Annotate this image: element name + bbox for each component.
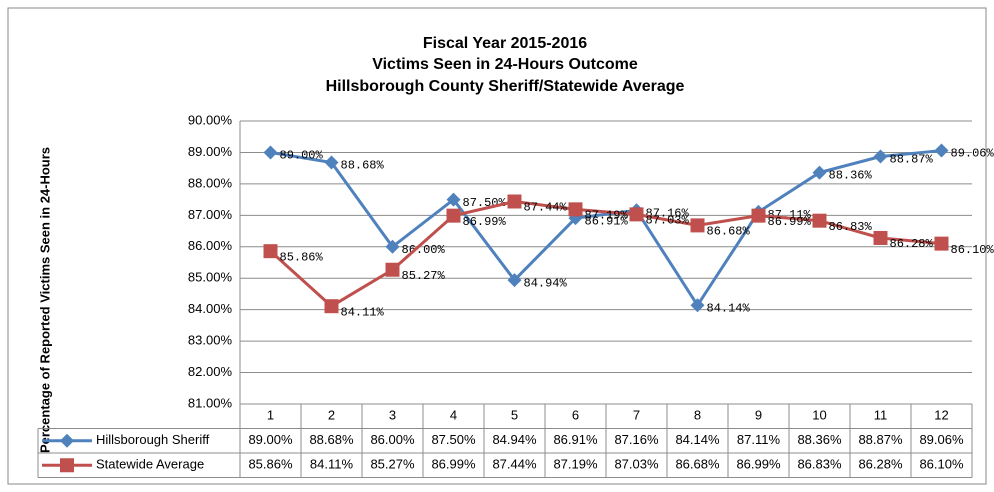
y-tick-label: 90.00%: [188, 112, 233, 127]
chart-title: Fiscal Year 2015-2016: [423, 35, 587, 52]
table-cell: 87.03%: [614, 457, 659, 472]
table-cell: 84.14%: [675, 432, 720, 447]
x-tick-label: 3: [389, 408, 396, 423]
table-cell: 86.99%: [736, 457, 781, 472]
y-tick-label: 81.00%: [188, 395, 233, 410]
x-tick-label: 1: [267, 408, 274, 423]
marker: [934, 236, 949, 251]
marker: [507, 194, 522, 209]
chart-border: [7, 7, 987, 485]
marker: [934, 143, 949, 158]
marker: [385, 262, 400, 277]
data-label: 86.10%: [951, 243, 994, 257]
data-label: 84.11%: [341, 305, 385, 319]
data-label: 86.28%: [890, 237, 934, 251]
marker: [324, 299, 339, 314]
table-cell: 87.16%: [614, 432, 659, 447]
table-cell: 87.19%: [553, 457, 598, 472]
x-tick-label: 9: [755, 408, 762, 423]
table-cell: 86.83%: [797, 457, 842, 472]
y-tick-label: 87.00%: [188, 207, 233, 222]
table-cell: 87.44%: [492, 457, 537, 472]
data-label: 84.14%: [707, 301, 751, 315]
data-label: 88.68%: [341, 159, 385, 173]
table-cell: 86.28%: [858, 457, 903, 472]
legend-label: Statewide Average: [96, 457, 204, 472]
x-tick-label: 6: [572, 408, 579, 423]
table-cell: 85.86%: [248, 457, 293, 472]
x-tick-label: 2: [328, 408, 335, 423]
table-cell: 86.68%: [675, 457, 720, 472]
table-cell: 86.10%: [919, 457, 964, 472]
x-tick-label: 7: [633, 408, 640, 423]
data-label: 87.19%: [585, 209, 629, 223]
table-cell: 86.99%: [431, 457, 476, 472]
x-tick-label: 5: [511, 408, 518, 423]
data-label: 89.06%: [951, 147, 994, 161]
marker: [263, 145, 278, 160]
marker: [751, 208, 766, 223]
series-line: [270, 149, 942, 309]
marker: [690, 298, 705, 313]
y-tick-label: 85.00%: [188, 270, 233, 285]
y-tick-label: 84.00%: [188, 301, 233, 316]
table-cell: 86.91%: [553, 432, 598, 447]
table-cell: 88.87%: [858, 432, 903, 447]
legend-label: Hillsborough Sheriff: [96, 432, 210, 447]
data-label: 86.83%: [829, 220, 873, 234]
marker: [507, 273, 522, 288]
x-tick-label: 10: [812, 408, 826, 423]
data-label: 85.86%: [280, 250, 324, 264]
data-label: 86.91%: [585, 214, 629, 228]
x-tick-label: 11: [874, 408, 888, 423]
marker: [568, 202, 583, 217]
data-label: 88.87%: [890, 153, 934, 167]
table-cell: 87.11%: [737, 432, 781, 447]
y-tick-label: 82.00%: [188, 364, 233, 379]
marker: [446, 192, 461, 207]
marker: [629, 207, 644, 222]
data-label: 89.00%: [280, 149, 324, 163]
marker: [385, 239, 400, 254]
series-line: [269, 199, 942, 309]
marker: [812, 213, 827, 228]
chart-title: Hillsborough County Sheriff/Statewide Av…: [326, 78, 685, 95]
marker: [873, 149, 888, 164]
data-label: 85.27%: [402, 269, 446, 283]
table-cell: 88.68%: [309, 432, 354, 447]
marker: [690, 218, 705, 233]
data-label: 84.94%: [524, 276, 568, 290]
marker: [812, 165, 827, 180]
x-tick-label: 4: [450, 408, 457, 423]
y-tick-label: 83.00%: [188, 333, 233, 348]
data-label: 86.99%: [768, 215, 812, 229]
y-tick-label: 89.00%: [188, 144, 233, 159]
data-label: 86.68%: [707, 225, 751, 239]
table-cell: 88.36%: [797, 432, 842, 447]
y-tick-label: 86.00%: [188, 238, 233, 253]
y-axis-label: Percentage of Reported Victims Seen in 2…: [37, 147, 52, 453]
legend-marker: [60, 458, 74, 473]
table-cell: 84.11%: [310, 457, 354, 472]
marker: [446, 208, 461, 223]
marker: [324, 155, 339, 170]
table-cell: 87.50%: [431, 432, 476, 447]
y-tick-label: 88.00%: [188, 175, 233, 190]
table-cell: 84.94%: [492, 432, 537, 447]
marker: [873, 230, 888, 245]
table-cell: 86.00%: [370, 432, 415, 447]
table-cell: 89.06%: [919, 432, 964, 447]
data-label: 88.36%: [829, 169, 873, 183]
table-cell: 89.00%: [248, 432, 293, 447]
marker: [263, 244, 278, 259]
data-label: 87.03%: [646, 214, 690, 228]
chart-title: Victims Seen in 24-Hours Outcome: [372, 56, 638, 73]
legend-marker: [60, 433, 74, 448]
data-label: 87.44%: [524, 201, 568, 215]
table-cell: 85.27%: [370, 457, 415, 472]
data-label: 86.99%: [463, 215, 507, 229]
x-tick-label: 8: [694, 408, 701, 423]
x-tick-label: 12: [934, 408, 948, 423]
